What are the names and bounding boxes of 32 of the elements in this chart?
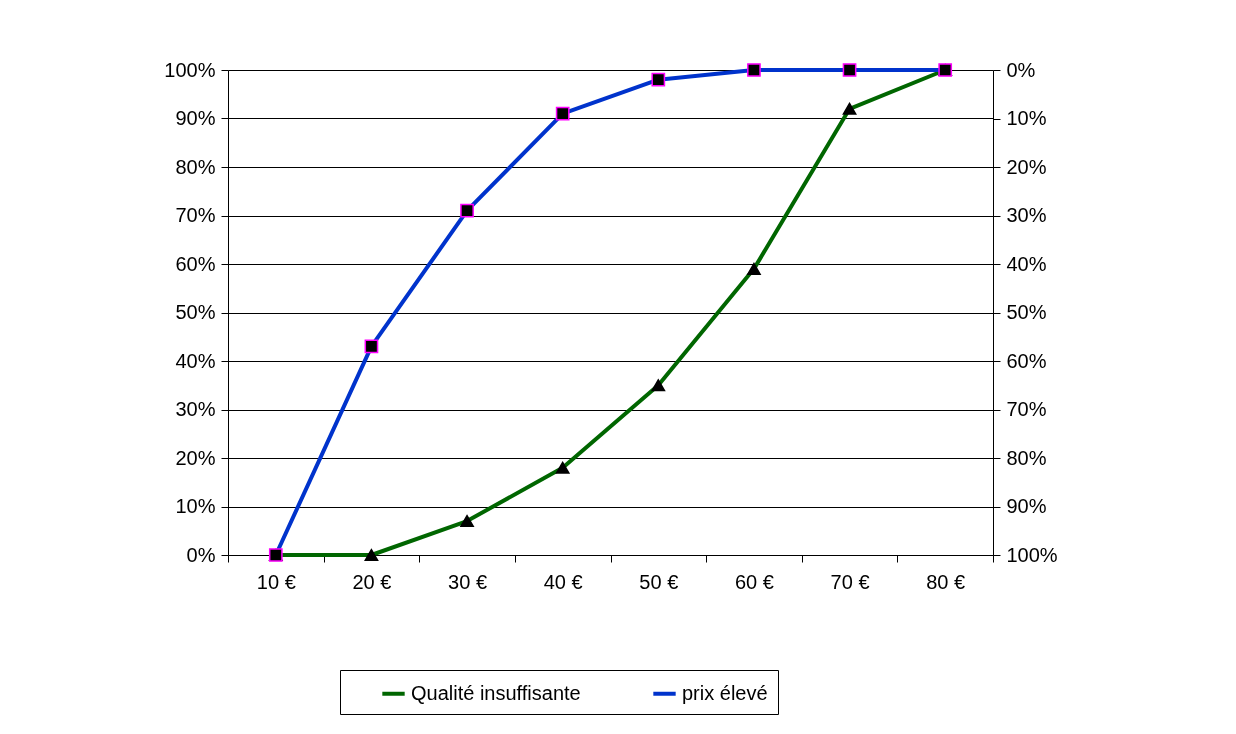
y-tick-label: 90% [175,107,216,129]
x-tick-label: 80 € [926,570,966,593]
x-tick-label: 30 € [448,570,488,593]
y-tick-label: 20% [175,446,216,469]
legend-label: Qualité insuffisante [411,681,581,704]
y2-tick-label: 80% [1006,446,1047,469]
y2-tick-label: 90% [1006,495,1047,517]
y-tick-label: 60% [175,252,216,275]
y2-tick-label: 40% [1006,252,1047,275]
x-tick-label: 60 € [734,570,774,593]
y-tick-label: 50% [175,301,216,323]
x-tick-label: 70 € [830,570,870,593]
y2-tick-label: 100% [1006,543,1058,566]
x-tick-label: 20 € [352,570,392,593]
x-tick-label: 50 € [639,570,679,593]
y-tick-label: 40% [175,349,216,372]
y-tick-label: 80% [175,155,216,178]
y2-tick-label: 20% [1006,155,1047,178]
y2-tick-label: 30% [1006,204,1047,226]
y-tick-label: 70% [175,204,216,226]
y-tick-label: 0% [186,543,216,566]
y-tick-label: 100% [164,58,216,81]
x-tick-label: 40 € [543,570,583,593]
y2-tick-label: 50% [1006,301,1047,323]
legend-label: prix élevé [682,681,768,704]
y2-tick-label: 10% [1006,107,1047,129]
y2-tick-label: 70% [1006,398,1047,420]
y-tick-label: 30% [175,398,216,420]
y2-tick-label: 60% [1006,349,1047,372]
y2-tick-label: 0% [1006,58,1036,81]
x-tick-label: 10 € [256,570,296,593]
y-tick-label: 10% [175,495,216,517]
